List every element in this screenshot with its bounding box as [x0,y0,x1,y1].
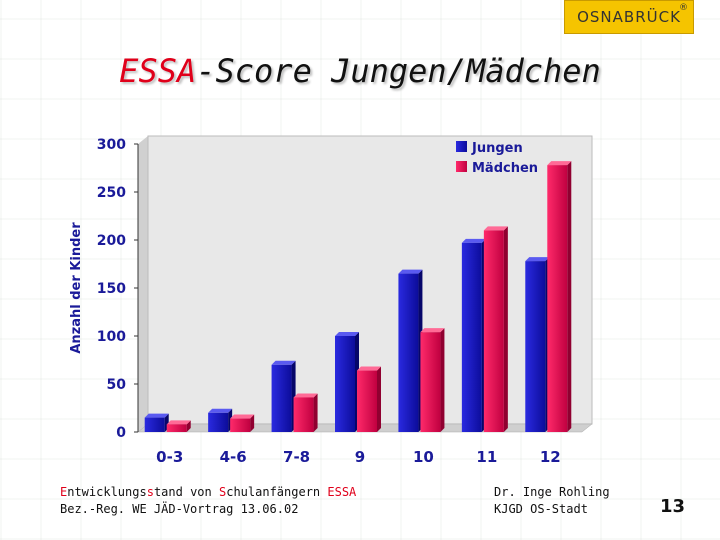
osnabrueck-logo: OSNABRÜCK ® [564,0,694,34]
author-org: KJGD OS-Stadt [494,502,588,516]
legend-label-jungen: Jungen [471,141,523,156]
bar-maedchen [547,161,572,432]
slide-title: ESSA-Score Jungen/Mädchen [0,52,720,90]
y-tick-label: 50 [107,377,127,393]
y-axis-label: Anzahl der Kinder [69,222,84,354]
bar-jungen [271,360,296,432]
bar-maedchen [357,366,381,432]
x-tick-label: 4-6 [220,448,247,466]
y-tick-label: 150 [97,281,126,297]
legend-label-maedchen: Mädchen [472,161,538,176]
legend: Jungen Mädchen [456,141,538,176]
logo-text: OSNABRÜCK [577,8,681,26]
bar-maedchen [483,226,508,432]
bar-jungen [398,269,423,432]
registered-mark: ® [679,3,689,13]
bar-maedchen [293,393,318,432]
y-tick-label: 100 [97,329,126,345]
legend-swatch-maedchen [456,161,467,172]
y-tick-label: 250 [97,185,126,201]
x-tick-label: 0-3 [156,448,183,466]
plot-side-wall [138,136,148,432]
legend-swatch-jungen [456,141,467,152]
bar-jungen [335,332,359,432]
bar-maedchen [420,328,445,432]
bar-jungen [461,238,486,432]
x-tick-label: 10 [413,448,434,466]
x-tick-label: 12 [540,448,561,466]
title-essa: ESSA [119,52,197,90]
bar-maedchen [230,414,255,432]
y-tick-label: 0 [116,425,126,441]
footer-line-2: Bez.-Reg. WE JÄD-Vortrag 13.06.02 [60,502,299,516]
bar-jungen [525,257,550,432]
bar-maedchen [166,420,191,432]
footer-source: Entwicklungsstand von Schulanfängern ESS… [60,484,356,518]
page-number: 13 [660,496,686,517]
author-name: Dr. Inge Rohling [494,485,610,499]
bar-jungen [144,413,169,432]
x-tick-label: 7-8 [283,448,310,466]
y-tick-label: 300 [97,137,126,153]
footer-author: Dr. Inge Rohling KJGD OS-Stadt [494,484,610,518]
footer-line-1: Entwicklungsstand von Schulanfängern ESS… [60,485,357,499]
bar-jungen [208,408,233,432]
x-tick-label: 9 [355,448,365,466]
title-rest: -Score Jungen/Mädchen [196,52,601,90]
x-tick-label: 11 [476,448,497,466]
y-tick-label: 200 [97,233,126,249]
